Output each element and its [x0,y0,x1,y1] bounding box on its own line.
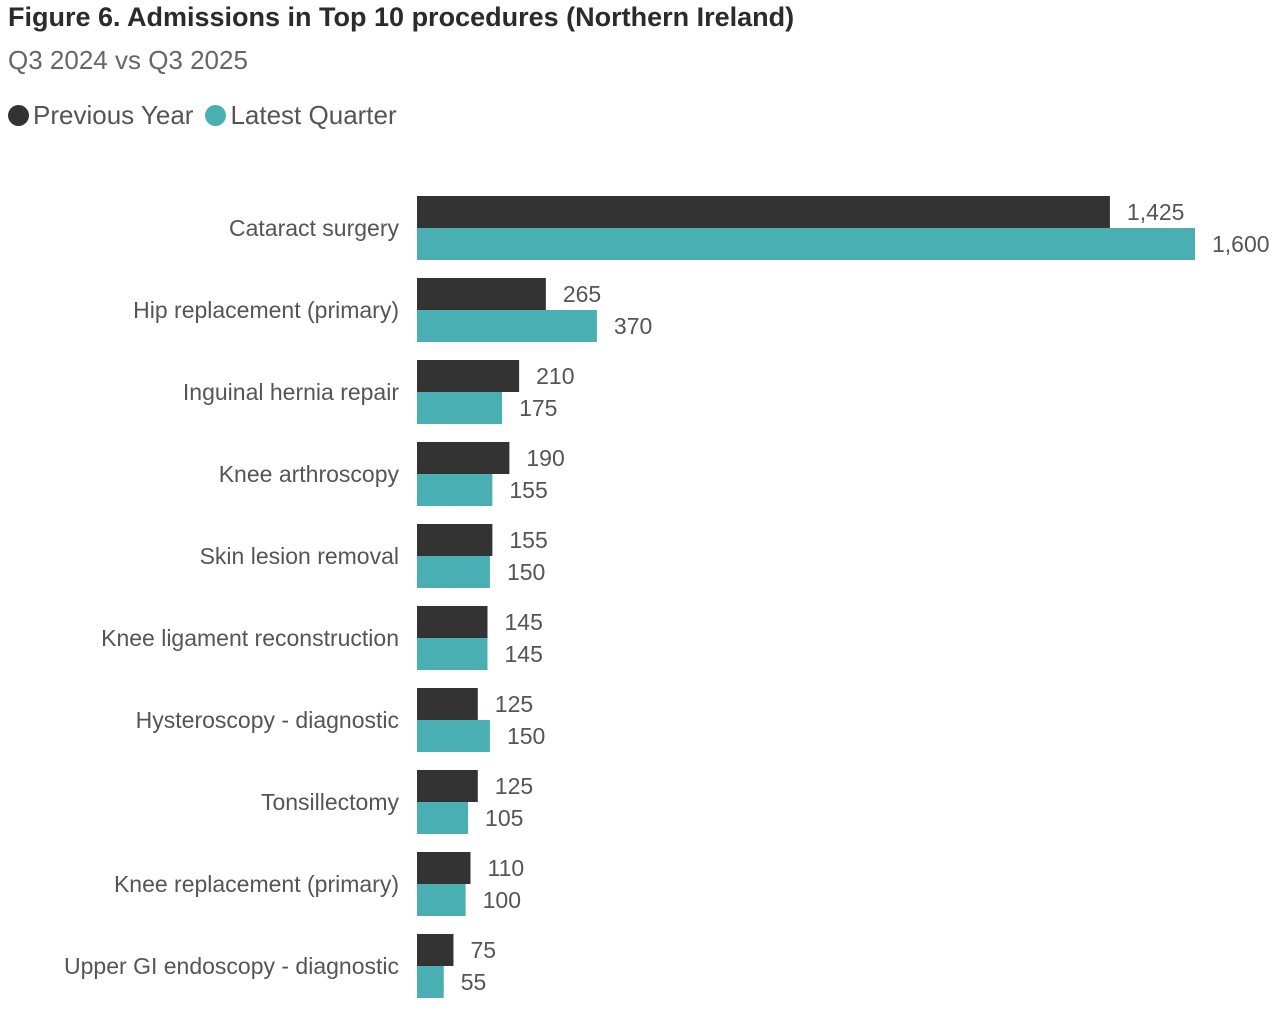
value-label-latest-quarter-inguinal-hernia-repair: 175 [519,395,557,421]
bar-previous-year-cataract-surgery[interactable] [417,196,1110,228]
value-label-latest-quarter-skin-lesion-removal: 150 [507,559,545,585]
legend-item-previous-year[interactable]: Previous Year [8,100,193,131]
bar-previous-year-knee-arthroscopy[interactable] [417,442,510,474]
category-label-inguinal-hernia-repair: Inguinal hernia repair [183,379,399,405]
bar-latest-quarter-inguinal-hernia-repair[interactable] [417,392,503,424]
category-label-hip-replacement-primary: Hip replacement (primary) [133,297,399,323]
value-label-previous-year-hip-replacement-primary: 265 [563,281,601,307]
value-label-latest-quarter-hip-replacement-primary: 370 [614,313,652,339]
bar-latest-quarter-hip-replacement-primary[interactable] [417,310,597,342]
value-label-previous-year-cataract-surgery: 1,425 [1127,199,1185,225]
value-label-previous-year-hysteroscopy-diagnostic: 125 [495,691,533,717]
value-label-latest-quarter-upper-gi-endoscopy-diagnostic: 55 [461,969,487,995]
value-label-latest-quarter-knee-replacement-primary: 100 [483,887,521,913]
value-label-previous-year-tonsillectomy: 125 [495,773,533,799]
bar-previous-year-upper-gi-endoscopy-diagnostic[interactable] [417,934,454,966]
bar-previous-year-hysteroscopy-diagnostic[interactable] [417,688,478,720]
bar-latest-quarter-cataract-surgery[interactable] [417,228,1195,260]
category-label-knee-replacement-primary: Knee replacement (primary) [114,871,399,897]
bar-latest-quarter-hysteroscopy-diagnostic[interactable] [417,720,490,752]
chart-legend: Previous Year Latest Quarter [8,100,409,131]
value-label-latest-quarter-tonsillectomy: 105 [485,805,523,831]
category-label-skin-lesion-removal: Skin lesion removal [200,543,399,569]
bar-previous-year-hip-replacement-primary[interactable] [417,278,546,310]
legend-swatch-previous-year [8,105,29,126]
bar-previous-year-knee-ligament-reconstruction[interactable] [417,606,488,638]
value-label-previous-year-knee-arthroscopy: 190 [526,445,564,471]
value-label-latest-quarter-cataract-surgery: 1,600 [1212,231,1270,257]
chart-title: Figure 6. Admissions in Top 10 procedure… [8,2,795,32]
bar-previous-year-tonsillectomy[interactable] [417,770,478,802]
category-label-upper-gi-endoscopy-diagnostic: Upper GI endoscopy - diagnostic [64,953,399,979]
bar-latest-quarter-upper-gi-endoscopy-diagnostic[interactable] [417,966,444,998]
legend-label-previous-year: Previous Year [33,100,194,130]
value-label-latest-quarter-knee-arthroscopy: 155 [509,477,547,503]
category-label-hysteroscopy-diagnostic: Hysteroscopy - diagnostic [136,707,399,733]
bar-latest-quarter-knee-replacement-primary[interactable] [417,884,466,916]
category-label-cataract-surgery: Cataract surgery [229,215,400,241]
value-label-previous-year-upper-gi-endoscopy-diagnostic: 75 [470,937,496,963]
bar-latest-quarter-knee-arthroscopy[interactable] [417,474,493,506]
category-label-tonsillectomy: Tonsillectomy [261,789,400,815]
value-label-previous-year-inguinal-hernia-repair: 210 [536,363,574,389]
category-label-knee-arthroscopy: Knee arthroscopy [219,461,400,487]
bar-latest-quarter-knee-ligament-reconstruction[interactable] [417,638,488,670]
legend-swatch-latest-quarter [205,105,227,126]
chart-subtitle: Q3 2024 vs Q3 2025 [8,45,248,75]
value-label-previous-year-skin-lesion-removal: 155 [509,527,547,553]
bar-previous-year-knee-replacement-primary[interactable] [417,852,471,884]
bar-previous-year-inguinal-hernia-repair[interactable] [417,360,520,392]
bar-previous-year-skin-lesion-removal[interactable] [417,524,493,556]
category-label-knee-ligament-reconstruction: Knee ligament reconstruction [101,625,399,651]
legend-item-latest-quarter[interactable]: Latest Quarter [205,100,397,131]
value-label-latest-quarter-knee-ligament-reconstruction: 145 [505,641,543,667]
legend-label-latest-quarter: Latest Quarter [230,100,397,130]
bar-latest-quarter-tonsillectomy[interactable] [417,802,469,834]
value-label-previous-year-knee-ligament-reconstruction: 145 [505,609,543,635]
value-label-latest-quarter-hysteroscopy-diagnostic: 150 [507,723,545,749]
bar-latest-quarter-skin-lesion-removal[interactable] [417,556,490,588]
value-label-previous-year-knee-replacement-primary: 110 [487,855,524,881]
